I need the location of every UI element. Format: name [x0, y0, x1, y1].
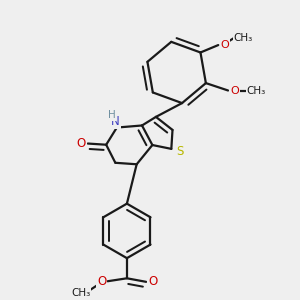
Text: CH₃: CH₃ — [71, 287, 91, 298]
Text: N: N — [111, 115, 120, 128]
Text: S: S — [176, 145, 183, 158]
Text: CH₃: CH₃ — [234, 33, 253, 43]
Text: CH₃: CH₃ — [247, 85, 266, 95]
Text: O: O — [77, 137, 86, 150]
Text: H: H — [108, 110, 116, 120]
Text: O: O — [220, 40, 229, 50]
Text: O: O — [230, 85, 239, 95]
Text: O: O — [97, 275, 106, 288]
Text: O: O — [148, 275, 157, 288]
